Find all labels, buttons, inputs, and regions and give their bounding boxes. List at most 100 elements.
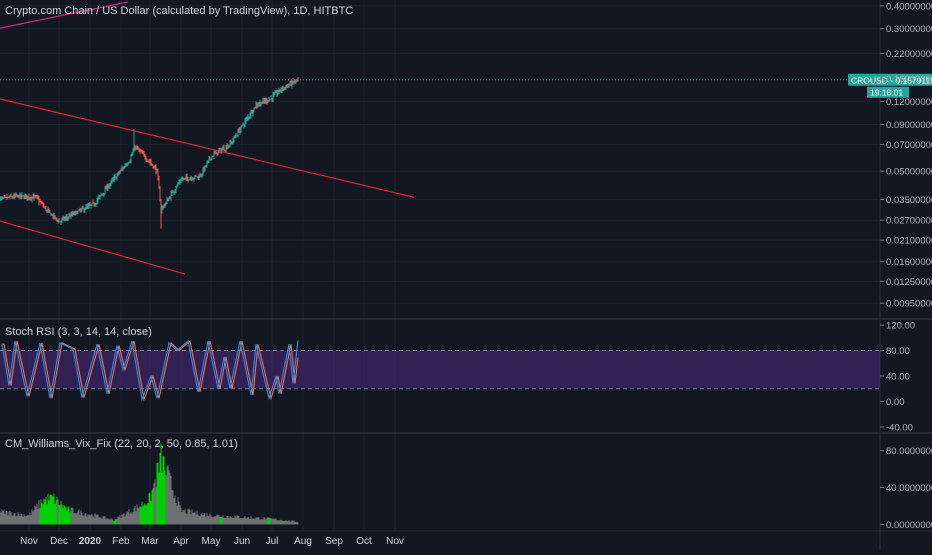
vix-bar [14, 513, 15, 524]
vix-bar [45, 499, 46, 524]
vix-fix-title: CM_Williams_Vix_Fix (22, 20, 2, 50, 0.85… [5, 438, 238, 450]
vix-bar [92, 514, 93, 525]
vix-bar [172, 490, 173, 525]
trendline [0, 220, 185, 274]
candle-body [10, 196, 11, 198]
candle-body [140, 151, 141, 152]
candle-body [131, 156, 132, 160]
candle-body [19, 195, 20, 198]
candle-body [246, 119, 247, 121]
candle-body [105, 189, 106, 194]
vix-tick-label: 40.000000000 [886, 483, 932, 494]
vix-bar [183, 510, 184, 525]
vix-bar [223, 515, 224, 524]
vix-bar [109, 519, 110, 524]
vix-bar [84, 516, 85, 525]
vix-bar [41, 499, 42, 524]
vix-bar [197, 510, 198, 524]
candle-body [45, 207, 46, 208]
candle-body [58, 220, 59, 222]
stoch-rsi-pane[interactable] [0, 340, 880, 399]
vix-bar [94, 518, 95, 525]
vix-bar [219, 515, 220, 524]
vix-bar [130, 514, 131, 525]
candle-body [86, 207, 87, 210]
vix-bar [115, 519, 116, 524]
candle-body [236, 136, 237, 137]
vix-bar [121, 518, 122, 524]
candle-body [80, 210, 81, 211]
vix-bar [220, 517, 221, 525]
candle-body [209, 158, 210, 160]
candle-body [35, 196, 36, 197]
vix-bar [268, 517, 269, 524]
vix-bar [257, 517, 258, 524]
candle-body [119, 173, 120, 174]
vix-bar [296, 522, 297, 524]
candle-body [179, 182, 180, 183]
candle-body [73, 213, 74, 215]
candle-body [182, 179, 183, 180]
vix-bar [261, 519, 262, 524]
vix-bar [248, 517, 249, 525]
candle-body [231, 142, 232, 143]
candle-body [85, 209, 86, 211]
candle-body [47, 210, 48, 211]
candle-body [2, 198, 3, 199]
vix-bar [229, 518, 230, 525]
vix-bar [189, 509, 190, 525]
vix-bar [72, 507, 73, 524]
vix-bar [242, 518, 243, 524]
candle-body [122, 169, 123, 170]
vix-bar [269, 517, 270, 524]
candle-body [198, 176, 199, 177]
vix-bar [215, 517, 216, 525]
vix-bar [69, 507, 70, 525]
vix-bar [76, 514, 77, 525]
rsi-tick-label: 0.00 [886, 397, 905, 408]
vix-bar [81, 510, 82, 524]
vix-bar [42, 503, 43, 525]
x-tick-label: Feb [112, 536, 130, 547]
candle-body [214, 154, 215, 157]
vix-bar [226, 518, 227, 524]
vix-fix-pane[interactable] [0, 443, 298, 524]
candle-body [7, 197, 8, 198]
vix-bar [150, 492, 151, 524]
candle-body [112, 180, 113, 181]
vix-bar [82, 513, 83, 525]
vix-bar [125, 517, 126, 525]
vix-bar [37, 504, 38, 525]
candle-body [36, 196, 37, 197]
vix-bar [213, 518, 214, 525]
candle-body [124, 166, 125, 169]
candle-body [117, 175, 118, 178]
candle-body [4, 197, 5, 198]
vix-bar [224, 518, 225, 525]
candle-body [93, 203, 94, 204]
x-tick-label: Jun [234, 536, 250, 547]
price-pane[interactable]: CROUSD · 0.157911500019:18:01 [0, 2, 932, 274]
candle-body [74, 213, 75, 214]
candle-body [144, 153, 145, 155]
candle-body [126, 165, 127, 167]
candle-body [66, 217, 67, 218]
vix-bar [46, 497, 47, 524]
candle-body [237, 135, 238, 136]
candle-body [147, 160, 148, 161]
candle-body [103, 193, 104, 194]
candle-body [123, 169, 124, 170]
candle-body [108, 186, 109, 188]
vix-bar [288, 521, 289, 525]
vix-bar [195, 512, 196, 525]
candle-body [60, 221, 61, 222]
x-tick-label: Jul [266, 536, 279, 547]
candle-body [59, 221, 60, 222]
candle-body [72, 214, 73, 215]
vix-bar [227, 516, 228, 525]
candle-body [55, 215, 56, 218]
candle-body [8, 197, 9, 198]
vix-bar [237, 515, 238, 524]
vix-bar [265, 518, 266, 525]
vix-bar [286, 520, 287, 525]
